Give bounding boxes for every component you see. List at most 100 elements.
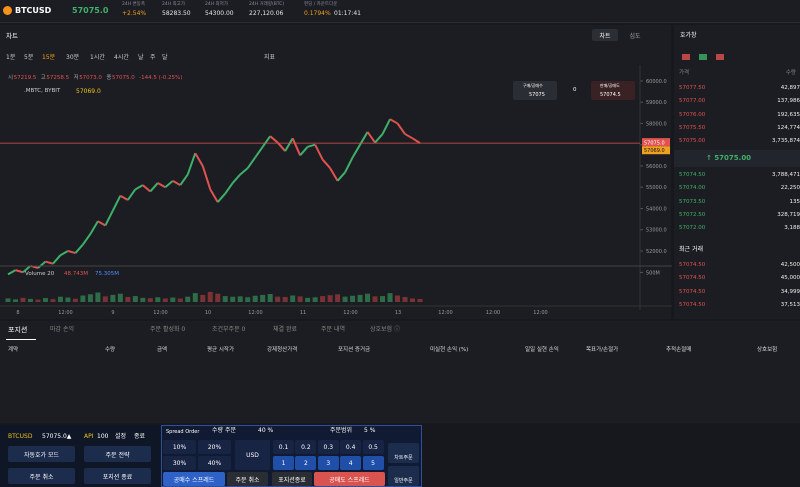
spread-action[interactable]: 포지션종료 bbox=[272, 472, 312, 486]
pct-button[interactable]: 30% bbox=[163, 456, 196, 470]
price-segment bbox=[97, 220, 106, 227]
quick-button[interactable]: 자동호가 모드 bbox=[8, 446, 75, 462]
price-segment bbox=[366, 131, 376, 144]
interval-button[interactable]: 30분 bbox=[66, 54, 80, 61]
view-tab[interactable]: 심도 bbox=[629, 32, 641, 40]
indicator-button[interactable]: 지표 bbox=[264, 54, 276, 61]
spread-action[interactable]: 공매수 스프레드 bbox=[163, 472, 225, 486]
step-button[interactable]: 5 bbox=[362, 456, 384, 470]
step-button[interactable]: 2 bbox=[295, 456, 317, 470]
range-label: 주문범위 bbox=[330, 427, 353, 434]
price-segment bbox=[209, 188, 219, 203]
price-segment bbox=[59, 250, 69, 257]
close-link[interactable]: 종료 bbox=[134, 433, 146, 440]
tab[interactable]: 주문 내역 bbox=[321, 326, 345, 333]
volume-bar bbox=[192, 293, 198, 302]
range-button[interactable]: 0.4 bbox=[340, 440, 362, 454]
price-segment bbox=[231, 173, 241, 184]
step-button[interactable]: 4 bbox=[340, 456, 362, 470]
column-header: 금액 bbox=[157, 347, 168, 353]
interval-button[interactable]: 4시간 bbox=[114, 54, 129, 61]
settings-link[interactable]: 설정 bbox=[115, 433, 127, 440]
view-tab[interactable]: 차트 bbox=[592, 29, 618, 41]
quick-button[interactable]: 주문 취소 bbox=[8, 468, 75, 484]
symbol: BTCUSD bbox=[8, 433, 33, 440]
price-segment bbox=[119, 194, 129, 201]
ohlc-text: 저 bbox=[73, 75, 79, 81]
quick-button[interactable]: 주문 전략 bbox=[84, 446, 151, 462]
coin-icon bbox=[3, 6, 12, 15]
stat-label: 24H 최고가 bbox=[162, 2, 185, 7]
ohlc-text: 57073.0 bbox=[79, 75, 102, 81]
side-button[interactable]: 일반주문 bbox=[388, 466, 419, 486]
spread-action[interactable]: 주문 취소 bbox=[227, 472, 268, 486]
y-tick-label: 54000.0 bbox=[646, 206, 667, 212]
tab[interactable]: 상호보험 ⓘ bbox=[370, 326, 400, 333]
order-box-buy[interactable] bbox=[513, 81, 557, 100]
pct-button[interactable]: 20% bbox=[198, 440, 231, 454]
range-button[interactable]: 0.3 bbox=[317, 440, 339, 454]
volume-bar bbox=[365, 293, 371, 302]
book-price: 57074.50 bbox=[679, 275, 706, 282]
range-button[interactable]: 0.2 bbox=[295, 440, 317, 454]
volume-bar bbox=[185, 296, 191, 302]
price-segment bbox=[269, 135, 279, 144]
price-segment bbox=[261, 135, 271, 148]
y-tick-label: 58000.0 bbox=[646, 121, 667, 127]
volume-bar bbox=[20, 297, 26, 302]
price: 57075.0▲ bbox=[42, 433, 72, 440]
interval-button[interactable]: 1시간 bbox=[90, 54, 105, 61]
price-segment bbox=[15, 269, 24, 274]
interval-button[interactable]: 달 bbox=[162, 54, 168, 61]
interval-button[interactable]: 주 bbox=[150, 54, 156, 61]
volume-bar bbox=[87, 294, 93, 302]
price-segment bbox=[284, 137, 294, 152]
volume-bar bbox=[245, 297, 251, 302]
y-tick-label: 53000.0 bbox=[646, 228, 667, 234]
tab[interactable]: 체결 완료 bbox=[273, 326, 297, 333]
x-tick-label: 10 bbox=[205, 310, 211, 316]
volume-bar bbox=[335, 294, 341, 302]
quick-button[interactable]: 포지션 종료 bbox=[84, 468, 151, 484]
book-view-icon[interactable] bbox=[716, 54, 724, 60]
price-segment bbox=[111, 195, 122, 212]
stat-value: 01:17:41 bbox=[334, 10, 361, 17]
volume-bar bbox=[252, 295, 258, 302]
tab[interactable]: 마감 손익 bbox=[50, 326, 74, 333]
unit-box[interactable]: USD bbox=[235, 440, 270, 470]
volume-bar bbox=[5, 298, 11, 302]
range-button[interactable]: 0.5 bbox=[362, 440, 384, 454]
price-segment bbox=[22, 265, 32, 273]
pct-button[interactable]: 40% bbox=[198, 456, 231, 470]
range-button[interactable]: 0.1 bbox=[273, 440, 294, 454]
book-view-icon[interactable] bbox=[682, 54, 690, 60]
chart-source: .MBTC, BYBIT bbox=[24, 88, 61, 94]
book-price: 57074.50 bbox=[679, 301, 706, 308]
x-tick-label: 13 bbox=[395, 310, 401, 316]
order-box-sell[interactable] bbox=[591, 81, 635, 100]
y-tick-label: 59000.0 bbox=[646, 100, 667, 106]
book-view-icon[interactable] bbox=[699, 54, 707, 60]
book-price: 57072.50 bbox=[679, 211, 706, 218]
price-segment bbox=[239, 167, 249, 176]
price-segment bbox=[52, 254, 62, 265]
spread-action[interactable]: 공매도 스프레드 bbox=[314, 472, 385, 486]
interval-button[interactable]: 날 bbox=[138, 54, 144, 61]
interval-button[interactable]: 5분 bbox=[24, 54, 34, 61]
pct-button[interactable]: 10% bbox=[163, 440, 196, 454]
interval-button[interactable]: 15분 bbox=[42, 54, 56, 61]
volume-bar bbox=[132, 296, 138, 302]
book-qty: 3,788,471 bbox=[772, 172, 800, 178]
step-button[interactable]: 3 bbox=[317, 456, 339, 470]
step-button[interactable]: 1 bbox=[273, 456, 294, 470]
price-segment bbox=[291, 137, 302, 156]
tab[interactable]: 포지션 bbox=[8, 326, 28, 334]
side-button[interactable]: 차트주문 bbox=[388, 443, 419, 463]
volume-bar bbox=[27, 298, 33, 302]
tab[interactable]: 주문 활성화 0 bbox=[150, 326, 186, 333]
column-header: 평균 시작가 bbox=[207, 347, 235, 353]
book-qty: 34,999 bbox=[780, 288, 800, 295]
tab[interactable]: 조건부주문 0 bbox=[212, 326, 246, 333]
interval-button[interactable]: 1분 bbox=[6, 54, 16, 61]
